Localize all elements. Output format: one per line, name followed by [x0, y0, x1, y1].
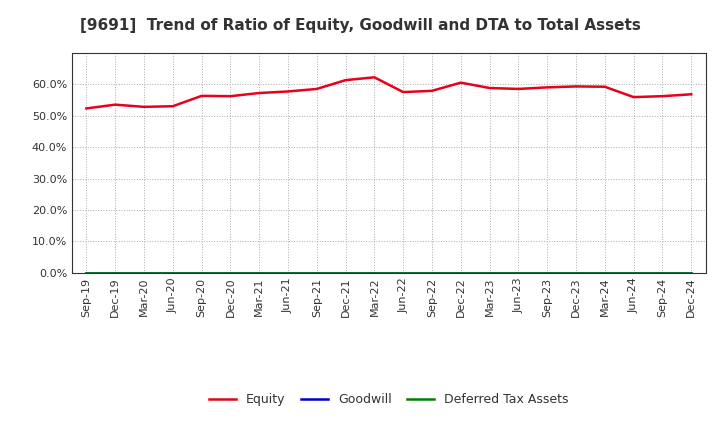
Equity [658, 94, 667, 99]
Deferred Tax Assets [399, 270, 408, 275]
Deferred Tax Assets [600, 270, 609, 275]
Goodwill [168, 270, 177, 275]
Deferred Tax Assets [341, 270, 350, 275]
Goodwill [197, 270, 206, 275]
Goodwill [629, 270, 638, 275]
Deferred Tax Assets [255, 270, 264, 275]
Deferred Tax Assets [514, 270, 523, 275]
Equity [197, 93, 206, 99]
Deferred Tax Assets [111, 270, 120, 275]
Equity [312, 86, 321, 92]
Equity [399, 89, 408, 95]
Deferred Tax Assets [456, 270, 465, 275]
Goodwill [341, 270, 350, 275]
Deferred Tax Assets [485, 270, 494, 275]
Goodwill [687, 270, 696, 275]
Deferred Tax Assets [629, 270, 638, 275]
Deferred Tax Assets [284, 270, 292, 275]
Goodwill [514, 270, 523, 275]
Goodwill [428, 270, 436, 275]
Equity [600, 84, 609, 89]
Deferred Tax Assets [658, 270, 667, 275]
Equity [111, 102, 120, 107]
Text: [9691]  Trend of Ratio of Equity, Goodwill and DTA to Total Assets: [9691] Trend of Ratio of Equity, Goodwil… [80, 18, 640, 33]
Goodwill [600, 270, 609, 275]
Goodwill [485, 270, 494, 275]
Deferred Tax Assets [197, 270, 206, 275]
Equity [687, 92, 696, 97]
Goodwill [111, 270, 120, 275]
Equity [572, 84, 580, 89]
Equity [140, 104, 148, 110]
Deferred Tax Assets [226, 270, 235, 275]
Equity [485, 85, 494, 91]
Equity [226, 94, 235, 99]
Goodwill [543, 270, 552, 275]
Equity [370, 75, 379, 80]
Goodwill [255, 270, 264, 275]
Equity [514, 86, 523, 92]
Deferred Tax Assets [82, 270, 91, 275]
Deferred Tax Assets [572, 270, 580, 275]
Goodwill [572, 270, 580, 275]
Equity [428, 88, 436, 93]
Goodwill [456, 270, 465, 275]
Line: Equity: Equity [86, 77, 691, 108]
Goodwill [82, 270, 91, 275]
Equity [255, 90, 264, 95]
Goodwill [312, 270, 321, 275]
Goodwill [226, 270, 235, 275]
Equity [629, 95, 638, 100]
Goodwill [284, 270, 292, 275]
Equity [456, 80, 465, 85]
Equity [168, 103, 177, 109]
Deferred Tax Assets [140, 270, 148, 275]
Deferred Tax Assets [312, 270, 321, 275]
Legend: Equity, Goodwill, Deferred Tax Assets: Equity, Goodwill, Deferred Tax Assets [209, 393, 569, 407]
Equity [341, 77, 350, 83]
Goodwill [140, 270, 148, 275]
Equity [543, 85, 552, 90]
Equity [284, 89, 292, 94]
Deferred Tax Assets [543, 270, 552, 275]
Deferred Tax Assets [428, 270, 436, 275]
Goodwill [658, 270, 667, 275]
Equity [82, 106, 91, 111]
Deferred Tax Assets [370, 270, 379, 275]
Deferred Tax Assets [168, 270, 177, 275]
Goodwill [370, 270, 379, 275]
Goodwill [399, 270, 408, 275]
Deferred Tax Assets [687, 270, 696, 275]
